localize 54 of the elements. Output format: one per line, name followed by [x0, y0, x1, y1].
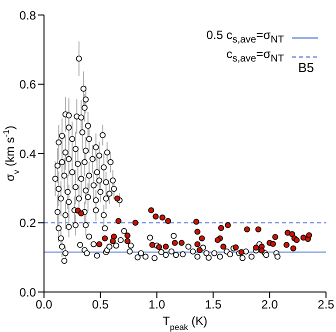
point	[110, 234, 117, 240]
x-tick-label: 2.5	[318, 298, 335, 312]
point	[224, 222, 231, 228]
point	[124, 238, 130, 244]
point	[96, 241, 102, 248]
point	[258, 247, 265, 254]
point	[172, 240, 178, 246]
x-tick-label: 2.0	[261, 298, 278, 312]
point	[156, 244, 162, 250]
legend-label: 0.5 c$_{s,ave}$=σ$_{NT}$	[206, 28, 284, 48]
point	[306, 232, 312, 238]
point	[284, 242, 290, 248]
y-tick-label: 0.2	[19, 216, 36, 230]
point	[148, 207, 154, 214]
point	[132, 220, 138, 226]
y-tick-label: 0.4	[19, 146, 36, 161]
point	[178, 240, 185, 246]
point	[290, 245, 296, 252]
x-axis-title: T$_{peak}$ (K)	[162, 314, 208, 332]
point	[193, 218, 200, 225]
point	[253, 244, 260, 251]
point	[159, 214, 166, 221]
point	[165, 218, 172, 224]
point	[149, 242, 156, 248]
y-tick-label: 0.0	[19, 285, 36, 300]
point	[198, 235, 205, 242]
point	[196, 247, 203, 254]
point	[220, 244, 226, 250]
point	[152, 214, 159, 220]
point	[114, 196, 120, 202]
annotation: B5	[298, 60, 314, 75]
point	[194, 241, 200, 248]
y-tick-label: 0.8	[19, 8, 36, 22]
point	[244, 226, 250, 232]
x-tick-label: 0.5	[92, 298, 110, 312]
point	[162, 244, 169, 250]
x-tick-label: 1.0	[148, 298, 166, 312]
point	[115, 218, 122, 224]
point	[110, 238, 116, 244]
point	[232, 244, 239, 250]
point	[78, 210, 84, 216]
point	[289, 231, 296, 238]
y-tick-label: 0.6	[19, 78, 36, 92]
point	[218, 224, 224, 231]
legend-label: c$_{s,ave}$=σ$_{NT}$	[226, 47, 284, 67]
x-tick-label: 1.5	[204, 298, 222, 312]
point	[194, 228, 200, 235]
point	[124, 232, 130, 239]
point	[102, 235, 108, 242]
point	[255, 226, 262, 232]
point	[270, 240, 276, 247]
point	[272, 234, 278, 240]
point	[294, 237, 300, 244]
x-tick-label: 0.0	[36, 298, 53, 312]
